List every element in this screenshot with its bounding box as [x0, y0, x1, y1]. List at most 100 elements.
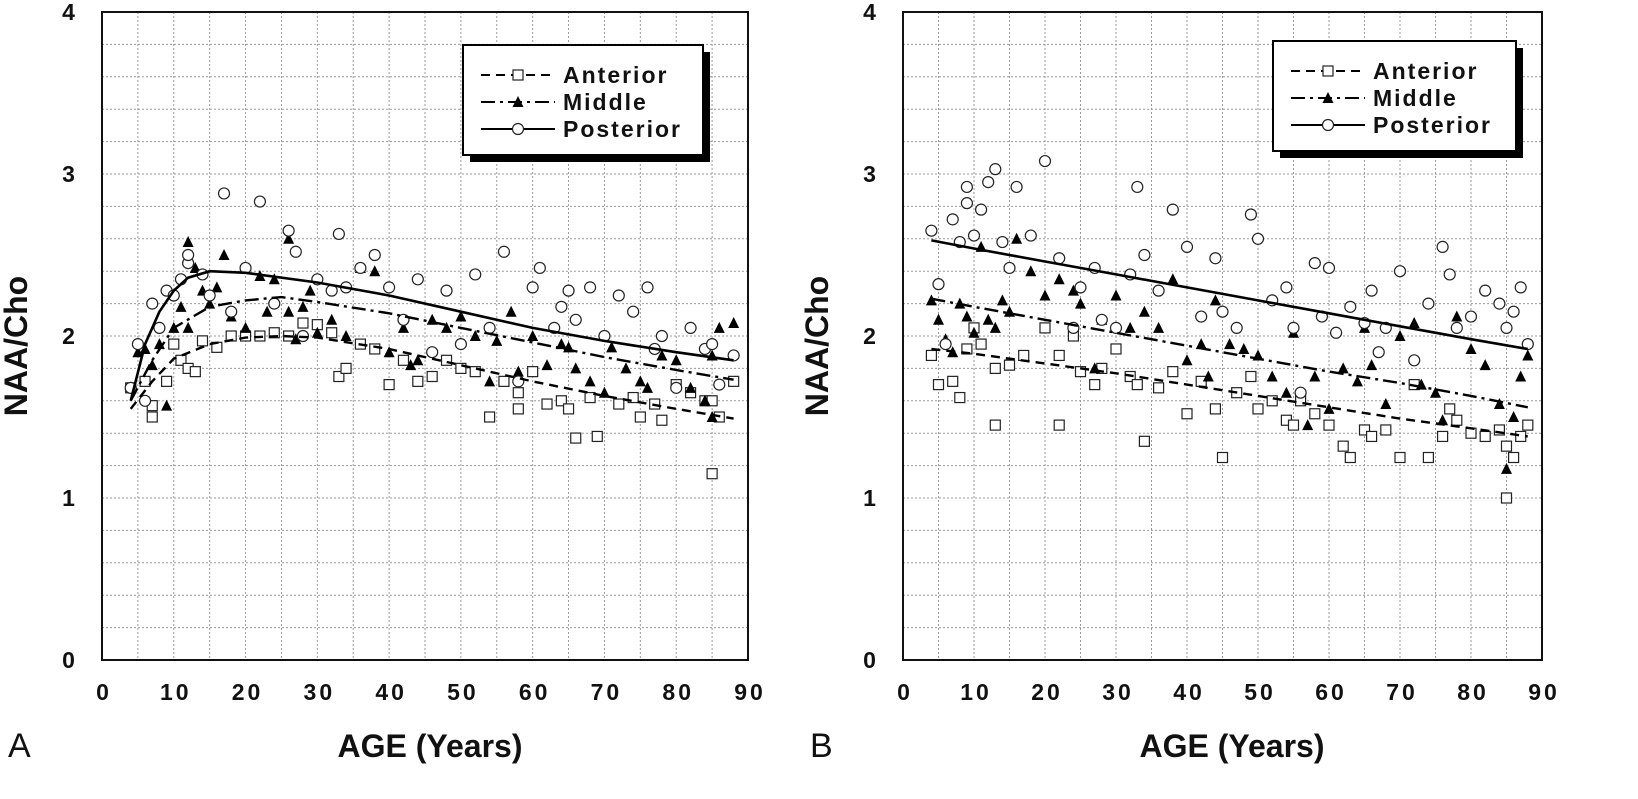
y-tick-label: 3 — [62, 161, 78, 187]
data-point — [1038, 154, 1052, 168]
y-tick-label: 0 — [863, 647, 879, 673]
data-point — [1393, 265, 1407, 278]
data-point — [1323, 402, 1335, 414]
data-point — [138, 394, 152, 407]
x-tick-label: 0 — [96, 679, 112, 705]
data-point — [982, 176, 995, 189]
data-point — [1195, 338, 1207, 350]
y-tick-label: 4 — [62, 0, 78, 25]
legend-marker-middle — [512, 96, 524, 107]
data-point — [225, 305, 238, 318]
y-axis-label: NAA/Cho — [799, 276, 835, 416]
data-point — [1443, 268, 1456, 281]
data-point — [1479, 284, 1492, 297]
data-point — [1521, 338, 1534, 351]
data-point — [297, 317, 309, 329]
data-point — [1266, 395, 1278, 407]
data-point — [282, 224, 295, 237]
data-point — [1280, 386, 1292, 398]
data-point — [634, 375, 646, 387]
data-point — [989, 163, 1002, 176]
data-point — [1124, 321, 1136, 333]
data-point — [1309, 408, 1321, 420]
data-point — [713, 321, 725, 333]
data-point — [182, 248, 195, 262]
data-point — [591, 430, 603, 443]
data-point — [996, 235, 1009, 249]
data-point — [1507, 305, 1520, 318]
data-point — [627, 391, 639, 404]
data-point — [1202, 370, 1214, 382]
data-point — [642, 381, 654, 393]
x-tick-label: 90 — [734, 679, 766, 705]
data-point — [713, 378, 726, 391]
data-point — [1380, 424, 1392, 436]
data-point — [1394, 451, 1406, 464]
y-tick-label: 0 — [62, 647, 78, 673]
data-point — [512, 375, 525, 388]
data-point — [512, 387, 524, 399]
data-point — [253, 195, 267, 208]
data-point — [412, 375, 424, 387]
x-tick-label: 60 — [519, 679, 551, 705]
data-point — [512, 365, 524, 377]
data-point — [1501, 462, 1512, 474]
data-point — [555, 395, 567, 407]
data-point — [1522, 349, 1534, 361]
data-point — [1209, 403, 1222, 415]
data-point — [411, 273, 424, 286]
data-point — [728, 375, 740, 387]
data-point — [1408, 354, 1421, 367]
data-point — [989, 419, 1001, 431]
data-point — [1152, 382, 1165, 394]
data-point — [1053, 273, 1065, 285]
data-point — [268, 273, 280, 285]
x-tick-label: 20 — [232, 679, 264, 705]
data-point — [304, 284, 316, 296]
data-point — [1138, 248, 1151, 262]
data-point — [1053, 349, 1065, 362]
data-point — [240, 321, 252, 333]
data-point — [1238, 342, 1250, 354]
x-tick-label: 80 — [1457, 679, 1489, 705]
data-point — [1302, 419, 1314, 431]
data-point — [989, 362, 1001, 374]
legend-marker-posterior — [1321, 118, 1335, 132]
data-point — [960, 180, 974, 194]
data-point — [960, 197, 974, 210]
legend-marker-anterior — [1322, 65, 1334, 77]
data-point — [332, 227, 345, 241]
data-point — [469, 366, 481, 378]
data-point — [1025, 265, 1037, 277]
data-point — [562, 403, 575, 415]
data-point — [1451, 414, 1463, 426]
legend-box — [1272, 40, 1517, 152]
data-point — [440, 354, 453, 366]
data-point — [641, 281, 654, 294]
data-point — [961, 310, 973, 322]
data-point — [1493, 424, 1506, 436]
data-point — [1365, 430, 1378, 443]
data-point — [974, 203, 988, 216]
data-point — [655, 329, 668, 343]
data-point — [1430, 386, 1441, 398]
data-point — [497, 245, 511, 258]
data-point — [1507, 451, 1520, 464]
data-point — [555, 338, 567, 350]
data-point — [1394, 330, 1406, 341]
data-point — [441, 321, 453, 333]
data-point — [728, 317, 740, 329]
x-tick-label: 80 — [662, 679, 694, 705]
data-point — [1011, 232, 1023, 244]
data-point — [1251, 232, 1265, 245]
data-point — [1230, 321, 1243, 334]
data-point — [512, 403, 524, 415]
data-point — [397, 354, 410, 366]
x-tick-label: 70 — [591, 679, 623, 705]
data-point — [283, 232, 295, 244]
data-point — [1465, 427, 1477, 439]
data-point — [1095, 313, 1108, 326]
data-point — [939, 338, 952, 351]
data-point — [131, 338, 144, 351]
